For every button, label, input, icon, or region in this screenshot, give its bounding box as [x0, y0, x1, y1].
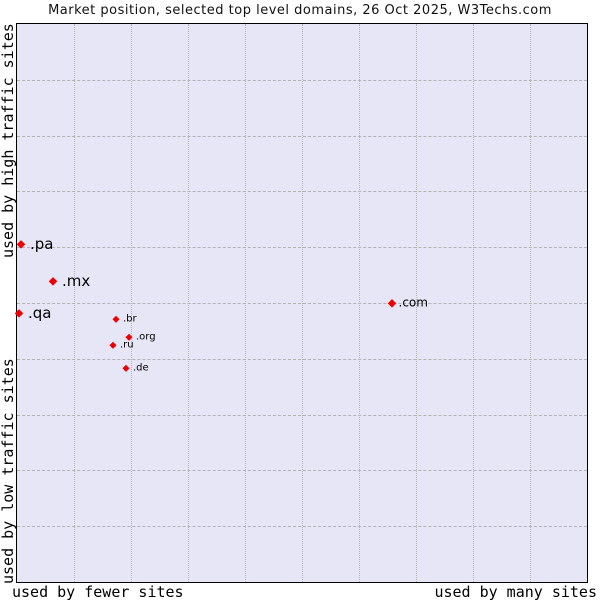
data-point-diamond-icon: [15, 309, 23, 317]
data-point-diamond-icon: [112, 315, 120, 323]
data-point-diamond-icon: [109, 341, 117, 349]
x-axis-label-fewer-sites: used by fewer sites: [12, 583, 184, 600]
plot-area: .pa .mx .qa .br .org .ru .de .com: [15, 23, 588, 583]
data-point-label: .mx: [62, 271, 91, 290]
grid-line-vertical: [473, 24, 474, 582]
grid-line-horizontal: [17, 358, 587, 360]
data-point-label: .org: [136, 331, 156, 343]
data-point-label: .qa: [28, 303, 52, 322]
grid-line-vertical: [359, 24, 360, 582]
data-point-label: .de: [133, 362, 149, 374]
y-axis-label-low-traffic: used by low traffic sites: [0, 358, 17, 584]
chart-title: Market position, selected top level doma…: [48, 3, 552, 18]
data-point-diamond-icon: [49, 277, 57, 285]
data-point-label: .br: [123, 313, 137, 325]
data-point-label: .com: [398, 295, 428, 310]
grid-line-horizontal: [17, 526, 587, 528]
data-point-diamond-icon: [122, 364, 130, 372]
data-point-label: .ru: [120, 339, 134, 351]
grid-line-vertical: [530, 24, 531, 582]
x-axis-label-many-sites: used by many sites: [434, 583, 597, 600]
grid-line-horizontal: [17, 470, 587, 472]
grid-line-vertical: [416, 24, 417, 582]
data-point-label: .pa: [30, 234, 54, 253]
grid-line-horizontal: [17, 414, 587, 416]
data-point-diamond-icon: [388, 299, 396, 307]
grid-line-horizontal: [17, 303, 587, 304]
y-axis-label-high-traffic: used by high traffic sites: [0, 23, 17, 258]
